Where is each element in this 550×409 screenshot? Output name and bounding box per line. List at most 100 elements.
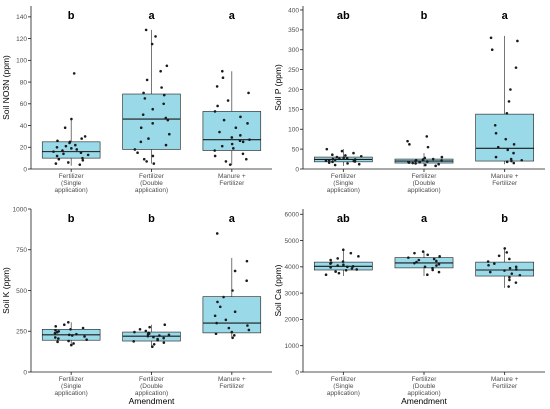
y-tick-label: 250 [288,67,299,74]
y-axis-title: Soil P (ppm) [273,64,283,111]
y-axis-title: Soil Ca (ppm) [273,264,283,316]
data-point [218,305,222,309]
data-point [329,258,332,262]
data-point [342,156,345,160]
data-point [213,149,217,152]
y-tick-label: 0 [295,166,299,173]
data-point [215,321,218,325]
data-point [62,152,65,156]
data-point [437,270,441,274]
data-point [220,69,224,73]
data-point [239,115,242,119]
y-tick-label: 200 [288,87,299,94]
data-point [70,147,73,150]
x-tick-label-line: Fertilizer [139,173,165,180]
x-tick-label: Fertilizer (Double application) [407,376,440,397]
data-point [239,134,242,137]
data-point [357,255,360,258]
data-point [86,153,90,157]
x-axis-title: Amendment [129,396,175,406]
data-point [75,148,79,151]
data-point [506,148,510,152]
data-point [353,158,357,161]
data-point [72,342,75,345]
data-point [406,139,409,143]
x-tick-label-line: Manure + [491,376,519,383]
data-point [507,100,511,103]
y-tick-label: 750 [16,247,27,254]
data-point [148,325,151,329]
data-point [151,107,155,111]
data-point [333,163,337,167]
data-point [417,258,421,262]
y-tick-label: 100 [16,58,27,65]
data-point [486,260,490,263]
x-tick-label-line: application) [135,390,168,397]
data-point [435,264,438,267]
data-point [338,157,341,160]
data-point [494,155,498,159]
significance-letter: a [421,213,428,225]
x-tick-label-line: application) [407,390,440,397]
data-point [341,260,345,263]
y-tick-label: 20 [20,145,28,152]
data-point [333,158,337,162]
data-point [164,143,168,147]
data-point [139,126,143,130]
data-point [214,332,218,335]
chart-panel-1: 0 20 40 60 80 100 120 140 Soil NO3N (ppm) b Fertil… [1,6,272,194]
data-point [515,268,518,271]
data-point [213,154,217,158]
data-point [55,154,59,158]
data-point [357,162,361,166]
x-tick-label-line: (Single [333,383,354,390]
data-point [136,151,139,154]
data-point [493,123,497,127]
data-point [342,263,345,267]
x-tick-label-line: Fertilizer [219,383,245,390]
data-point [132,340,135,343]
data-point [144,329,148,333]
data-point [230,330,234,334]
data-point [408,143,411,146]
data-point [431,266,434,270]
data-point [167,132,171,136]
data-point [162,102,165,106]
data-point [166,118,170,122]
data-point [163,323,167,327]
y-tick-label: 500 [16,288,27,295]
box [122,93,181,150]
y-tick-label: 1000 [13,206,28,213]
data-point [337,271,341,275]
data-point [143,97,147,100]
data-point [57,329,61,333]
x-tick-label-line: application) [327,390,360,397]
data-point [67,333,71,337]
data-point [152,162,156,165]
data-point [505,160,509,164]
data-point [432,257,436,261]
data-point [437,262,441,266]
data-point [152,335,155,339]
x-tick-label-line: application) [55,390,88,397]
data-point [344,268,348,272]
data-point [231,336,234,340]
data-point [336,257,339,260]
data-point [426,253,429,257]
data-point [215,232,219,235]
y-tick-label: 140 [16,14,27,21]
data-point [512,151,515,155]
box [475,261,535,277]
y-tick-label: 120 [16,36,27,43]
significance-letter: a [502,10,509,22]
data-point [226,99,230,102]
data-point [238,139,242,143]
data-point [232,147,235,150]
data-point [145,160,148,163]
box [202,296,262,334]
data-point [70,334,74,337]
data-point [57,337,60,340]
x-tick-label-line: Fertilizer [59,173,85,180]
box [41,141,101,159]
